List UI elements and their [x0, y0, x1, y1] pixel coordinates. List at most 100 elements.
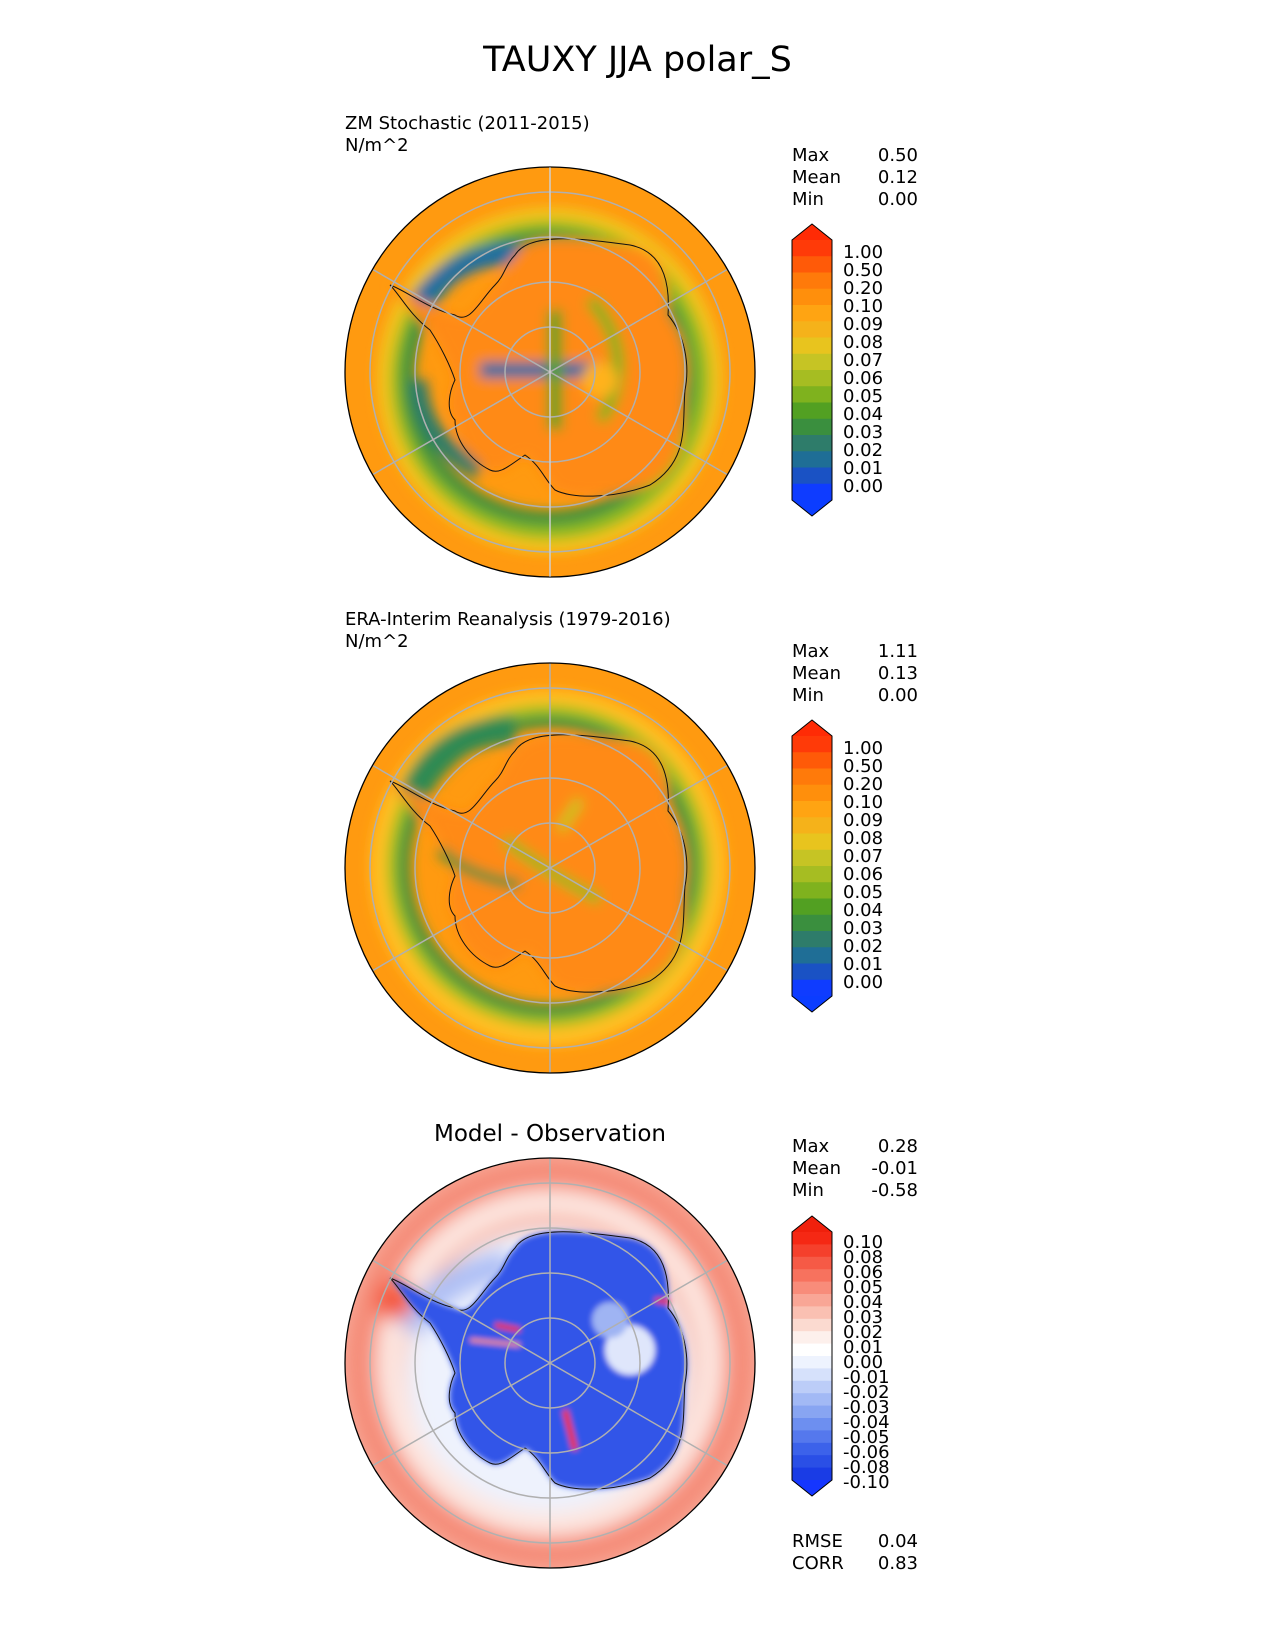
map3-continent-field: [390, 1231, 687, 1490]
colorbar-tick-label: 0.05: [843, 1277, 884, 1298]
colorbar-segment: [792, 1294, 832, 1307]
colorbar-tick-label: 0.09: [843, 314, 884, 335]
colorbar-tick-label: 0.00: [843, 476, 884, 497]
colorbar-segment: [792, 979, 832, 997]
colorbar-tick-label: 0.00: [843, 1352, 884, 1373]
colorbar-segment: [792, 898, 832, 916]
colorbar-segment: [792, 931, 832, 948]
colorbar-segment: [792, 1269, 832, 1283]
colorbar-segment: [792, 418, 832, 436]
panel1-max-value: 0.50: [877, 145, 918, 166]
colorbar-tick-label: 0.02: [843, 936, 884, 957]
colorbar-segment: [792, 849, 832, 867]
colorbar-segment: [792, 402, 832, 420]
panel2-mean-label: Mean: [792, 663, 842, 684]
colorbar-segment: [792, 1244, 832, 1258]
colorbar-segment: [792, 1380, 832, 1394]
colorbar-segment: [792, 817, 832, 835]
colorbar-tick-label: 0.06: [843, 864, 884, 885]
colorbar-segment: [792, 801, 832, 818]
colorbar-segment: [792, 1467, 832, 1481]
colorbar-segment: [792, 1430, 832, 1444]
map-panel-2: [344, 662, 756, 1074]
colorbar-segment: [792, 1256, 832, 1270]
colorbar-segment: [792, 914, 832, 932]
map-panel-3: [344, 1157, 756, 1569]
panel2-title: ERA-Interim Reanalysis (1979-2016): [345, 609, 671, 630]
colorbar-tick-label: 0.02: [843, 440, 884, 461]
map-panel-1: [344, 166, 756, 578]
colorbar-segment: [792, 882, 832, 900]
panel1-min-value: 0.00: [877, 189, 918, 210]
colorbar-tick-label: 0.06: [843, 368, 884, 389]
colorbar-segment: [792, 467, 832, 485]
colorbar-tick-label: 0.10: [843, 792, 884, 813]
colorbar-segment: [792, 1455, 832, 1469]
colorbar-tick-label: -0.08: [843, 1457, 890, 1478]
colorbar-tick-label: 0.07: [843, 846, 884, 867]
colorbar-tick-label: 0.10: [843, 1232, 884, 1253]
colorbar-tick-label: 0.09: [843, 810, 884, 831]
colorbar-tick-label: 0.05: [843, 386, 884, 407]
colorbar-tick-label: 0.10: [843, 296, 884, 317]
colorbar-tick-label: 0.01: [843, 954, 884, 975]
colorbar-segment: [792, 321, 832, 339]
panel3-max-value: 0.28: [877, 1136, 918, 1157]
panel2-units: N/m^2: [345, 631, 409, 652]
panel3-title: Model - Observation: [433, 1121, 667, 1147]
colorbar-segment: [792, 1442, 832, 1456]
colorbar-tick-label: 0.08: [843, 1247, 884, 1268]
colorbar-extend-min: [792, 1480, 832, 1496]
panel2-max-label: Max: [792, 641, 830, 662]
colorbar-segment: [792, 1418, 832, 1431]
colorbar-segment: [792, 337, 832, 355]
colorbar-tick-label: 0.01: [843, 1337, 884, 1358]
colorbar-tick-label: -0.01: [843, 1367, 890, 1388]
map3-graticule: [369, 1158, 731, 1568]
colorbar-extend-max: [792, 720, 832, 736]
rmse-label: RMSE: [792, 1531, 843, 1552]
panel3-min-value: -0.58: [871, 1180, 918, 1201]
colorbar-segment: [792, 768, 832, 786]
panel1-mean-label: Mean: [792, 167, 842, 188]
panel1-mean-value: 0.12: [877, 167, 918, 188]
colorbar-extend-min: [792, 996, 832, 1012]
colorbar-tick-label: 1.00: [843, 242, 884, 263]
colorbar-extend-min: [792, 500, 832, 516]
colorbar-panel-3: [791, 1215, 833, 1497]
colorbar-segment: [792, 833, 832, 851]
colorbar-segment: [792, 963, 832, 981]
colorbar-segment: [792, 1405, 832, 1419]
colorbar-segment: [792, 1306, 832, 1320]
colorbar-tick-label: 0.50: [843, 756, 884, 777]
panel2-min-value: 0.00: [877, 685, 918, 706]
colorbar-panel-1: [791, 223, 833, 517]
colorbar-tick-label: 0.20: [843, 278, 884, 299]
colorbar-segment: [792, 435, 832, 452]
panel1-title: ZM Stochastic (2011-2015): [345, 113, 590, 134]
colorbar-tick-label: 0.03: [843, 918, 884, 939]
colorbar-segment: [792, 240, 832, 257]
colorbar-segment: [792, 288, 832, 306]
colorbar-segment: [792, 866, 832, 883]
colorbar-tick-label: 0.04: [843, 404, 884, 425]
colorbar-outline: [791, 719, 833, 1013]
colorbar-segment: [792, 784, 832, 802]
panel3-mean-label: Mean: [792, 1158, 842, 1179]
colorbar-tick-label: 0.04: [843, 900, 884, 921]
colorbar-tick-label: 0.00: [843, 972, 884, 993]
colorbar-segment: [792, 305, 832, 322]
colorbar-segment: [792, 1281, 832, 1295]
panel1-max-label: Max: [792, 145, 830, 166]
colorbar-tick-label: 0.04: [843, 1292, 884, 1313]
colorbar-segment: [792, 1368, 832, 1382]
colorbar-tick-label: 0.06: [843, 1262, 884, 1283]
colorbar-extend-max: [792, 1216, 832, 1232]
map2-graticule: [369, 663, 731, 1073]
colorbar-outline: [791, 223, 833, 517]
colorbar-tick-label: 0.03: [843, 422, 884, 443]
panel3-min-label: Min: [792, 1180, 824, 1201]
colorbar-tick-label: -0.06: [843, 1442, 890, 1463]
colorbar-tick-label: 0.01: [843, 458, 884, 479]
map2-boundary: [344, 662, 756, 1074]
